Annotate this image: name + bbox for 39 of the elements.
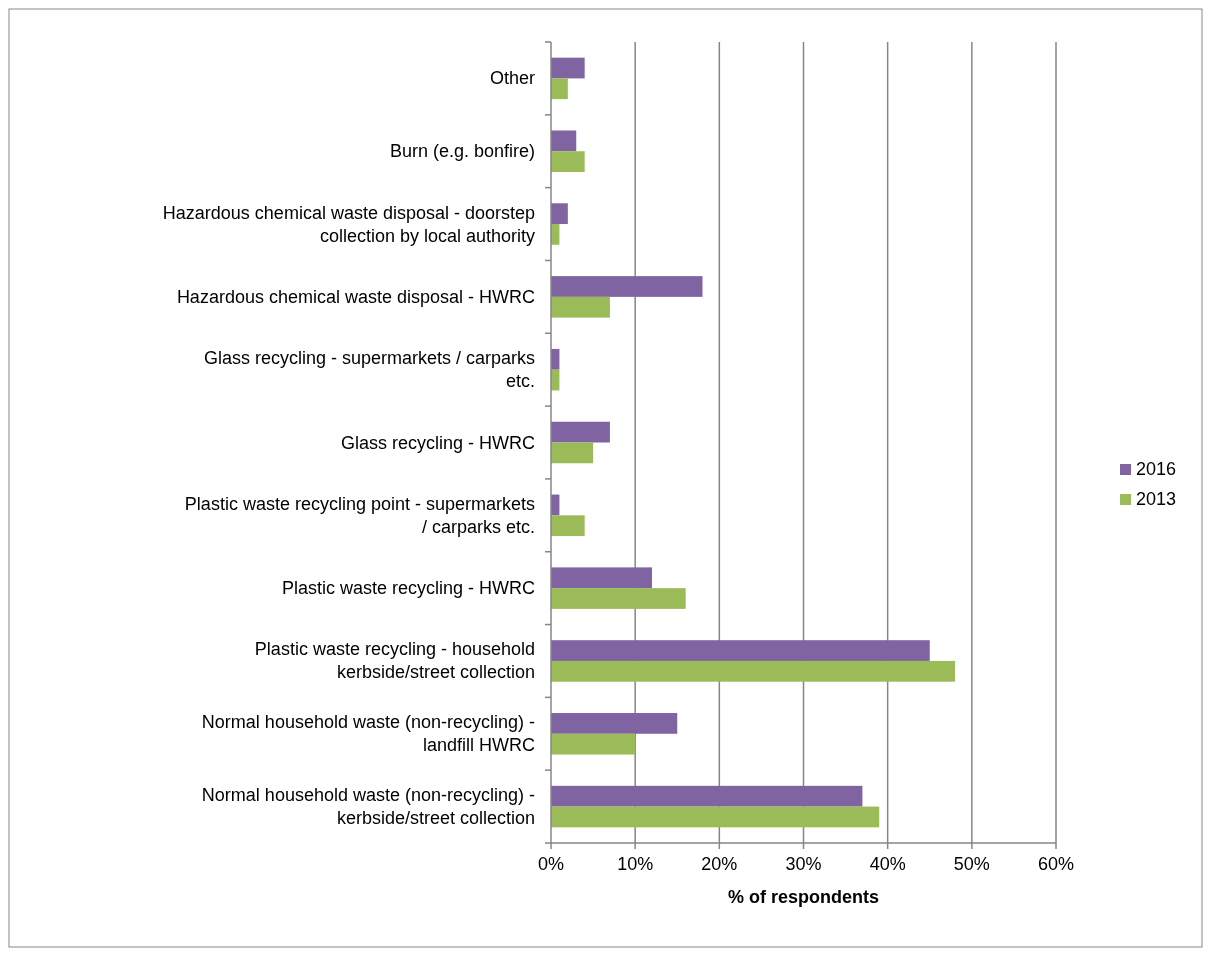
bar (551, 421, 610, 443)
x-tick-label: 40% (869, 854, 906, 874)
y-tick-label: Plastic waste recycling - HWRC (281, 578, 535, 599)
y-tick-label: Burn (e.g. bonfire) (389, 141, 535, 162)
y-tick-label: Other (489, 68, 535, 89)
bar (551, 806, 880, 828)
x-tick-label: 10% (617, 854, 654, 874)
x-tick-label: 0% (537, 854, 565, 874)
bar (551, 57, 585, 79)
bar (551, 203, 568, 225)
bar (551, 515, 585, 537)
bar (551, 130, 577, 152)
bar (551, 276, 703, 297)
bar (551, 442, 594, 464)
y-tick-label: Normal household waste (non-recycling) - kerbside/street collection (201, 785, 536, 829)
x-tick-label: 30% (785, 854, 822, 874)
x-tick-label: 50% (953, 854, 990, 874)
y-tick-label: Hazardous chemical waste disposal - doorstep collection by local authority (162, 202, 535, 246)
bar (551, 78, 568, 100)
bar (551, 660, 955, 682)
x-tick-label: 60% (1037, 854, 1075, 874)
y-tick-label: Plastic waste recycling point - supermarkets / carparks etc. (184, 493, 535, 537)
bar (551, 151, 585, 172)
legend-label: 2013 (1136, 489, 1177, 509)
bar (551, 733, 636, 755)
y-tick-label: Plastic waste recycling - household kerbside/street collection (254, 639, 535, 683)
bar (551, 713, 678, 734)
x-tick-label: 20% (701, 854, 738, 874)
bar (551, 640, 930, 661)
y-tick-label: Glass recycling - HWRC (340, 432, 535, 453)
legend-label: 2016 (1136, 459, 1177, 479)
y-tick-label: Hazardous chemical waste disposal - HWRC (176, 286, 535, 307)
bar (551, 567, 652, 589)
bar (551, 296, 610, 318)
y-tick-label: Glass recycling - supermarkets / carparks etc. (203, 348, 535, 392)
x-axis-title: % of respondents (727, 887, 880, 907)
y-tick-label: Normal household waste (non-recycling) - landfill HWRC (201, 712, 536, 756)
bar (551, 588, 686, 609)
bar (551, 785, 863, 807)
